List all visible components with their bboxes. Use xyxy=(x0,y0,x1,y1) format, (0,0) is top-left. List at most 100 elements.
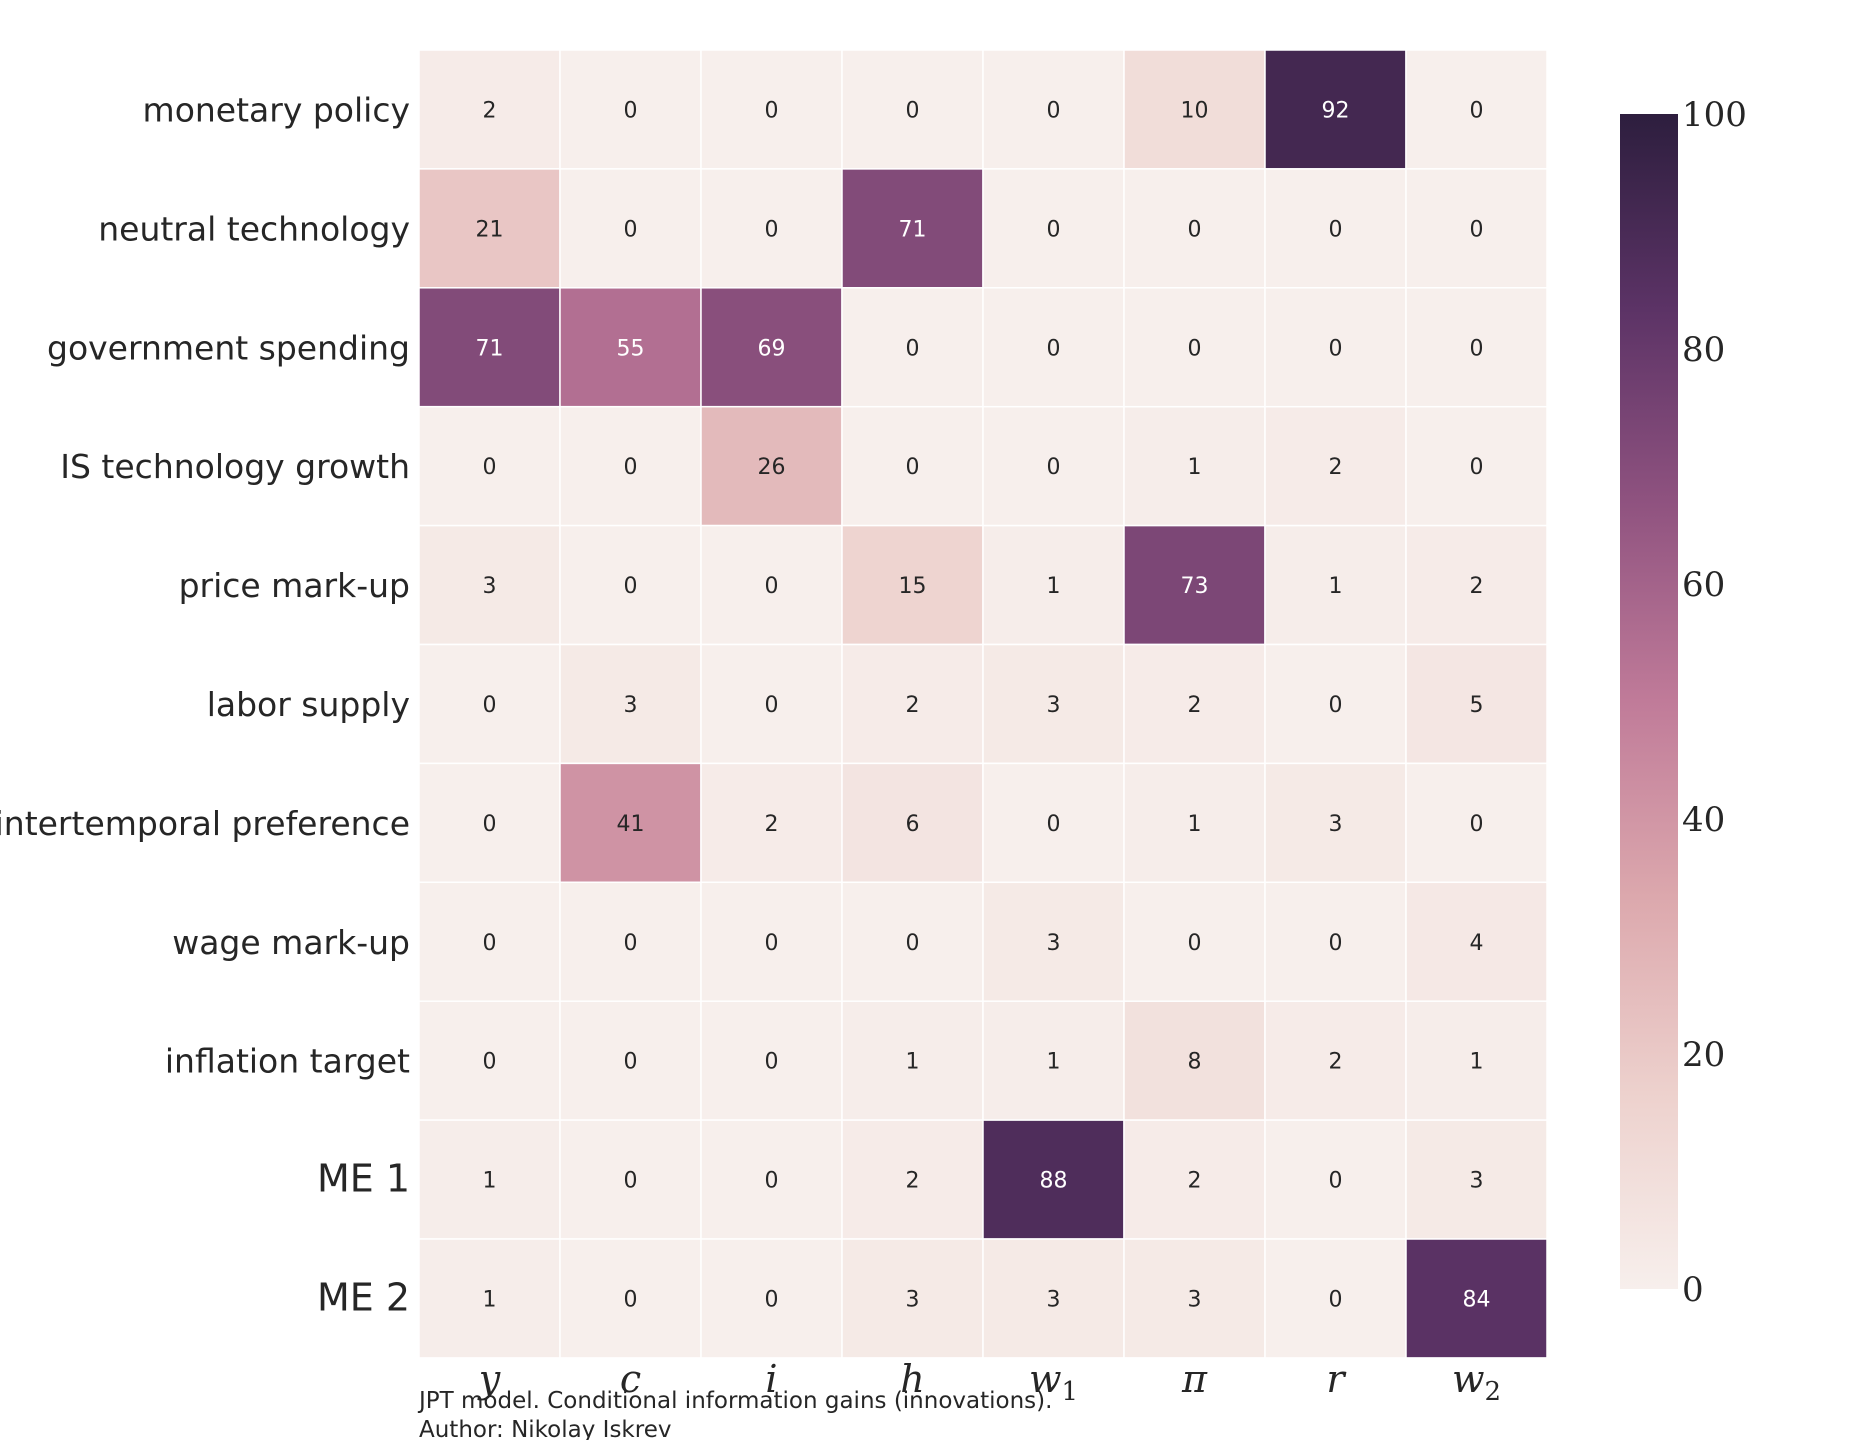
heatmap-cell xyxy=(1405,49,1548,170)
heatmap-cell xyxy=(559,1238,702,1359)
cell-value-label: 0 xyxy=(1188,336,1202,361)
cell-value-label: 3 xyxy=(1047,931,1061,956)
cell-value-label: 88 xyxy=(1040,1169,1068,1194)
cell-value-label: 3 xyxy=(483,574,497,599)
cell-value-label: 0 xyxy=(483,931,497,956)
cell-value-label: 0 xyxy=(1188,931,1202,956)
cell-value-label: 0 xyxy=(624,455,638,480)
cell-value-label: 92 xyxy=(1322,98,1350,123)
cell-value-label: 71 xyxy=(899,217,927,242)
row-label: intertemporal preference xyxy=(0,804,410,843)
cell-value-label: 21 xyxy=(476,217,504,242)
column-labels: y c i h w1 π r w2 xyxy=(477,1357,1501,1407)
cell-value-label: 1 xyxy=(483,1287,497,1312)
heatmap-cell xyxy=(982,287,1125,408)
heatmap-cell xyxy=(418,881,561,1002)
cell-value-label: 3 xyxy=(1188,1287,1202,1312)
heatmap-cell xyxy=(1405,1119,1548,1240)
cell-value-label: 1 xyxy=(483,1169,497,1194)
colorbar-tick-label: 40 xyxy=(1682,800,1725,840)
cell-value-label: 2 xyxy=(1188,1169,1202,1194)
heatmap-cell xyxy=(418,405,561,527)
cell-value-label: 0 xyxy=(1329,931,1343,956)
heatmap-cell xyxy=(1405,524,1548,646)
cell-value-label: 0 xyxy=(1329,336,1343,361)
cell-value-label: 3 xyxy=(1047,1287,1061,1312)
heatmap-cell xyxy=(559,49,702,170)
cell-value-label: 0 xyxy=(1470,812,1484,837)
heatmap-cell xyxy=(982,524,1125,646)
heatmap-cell xyxy=(559,168,702,289)
cell-value-label: 0 xyxy=(765,98,779,123)
cell-value-label: 5 xyxy=(1470,693,1484,718)
cell-value-label: 2 xyxy=(1470,574,1484,599)
cell-value-label: 2 xyxy=(906,1169,920,1194)
colorbar-ticks: 0 20 40 60 80 100 xyxy=(1682,95,1747,1310)
heatmap-cell xyxy=(1264,287,1407,408)
heatmap-cell xyxy=(700,287,843,408)
cell-value-label: 3 xyxy=(624,693,638,718)
cell-value-label: 3 xyxy=(906,1287,920,1312)
cell-value-label: 0 xyxy=(1329,1287,1343,1312)
cell-value-label: 0 xyxy=(624,217,638,242)
cell-value-label: 0 xyxy=(1329,1169,1343,1194)
colorbar-tick-label: 80 xyxy=(1682,330,1725,370)
heatmap-cell xyxy=(559,287,702,408)
heatmap-cell xyxy=(1264,168,1407,289)
column-label: c xyxy=(620,1357,641,1401)
heatmap-cell xyxy=(1405,1238,1548,1359)
heatmap-cell xyxy=(418,762,561,884)
heatmap-cell xyxy=(1123,1000,1266,1121)
heatmap-cell xyxy=(1405,762,1548,884)
cell-value-label: 2 xyxy=(765,812,779,837)
cell-value-label: 0 xyxy=(1047,812,1061,837)
cell-value-label: 0 xyxy=(1047,98,1061,123)
cell-value-label: 0 xyxy=(906,336,920,361)
cell-value-label: 0 xyxy=(1188,217,1202,242)
heatmap-cell xyxy=(982,168,1125,289)
cell-value-label: 0 xyxy=(765,574,779,599)
cell-value-label: 0 xyxy=(1470,455,1484,480)
cell-value-label: 2 xyxy=(483,98,497,123)
heatmap-cell xyxy=(982,762,1125,884)
row-label: price mark-up xyxy=(179,566,410,605)
heatmap-cell xyxy=(418,287,561,408)
cell-value-label: 0 xyxy=(624,1050,638,1075)
heatmap-cell xyxy=(1123,643,1266,765)
cell-value-label: 15 xyxy=(899,574,927,599)
row-label: government spending xyxy=(47,328,410,367)
heatmap-cell xyxy=(841,405,984,527)
cell-value-label: 0 xyxy=(1329,693,1343,718)
heatmap-cell xyxy=(982,405,1125,527)
cell-value-label: 1 xyxy=(1188,455,1202,480)
cell-value-label: 41 xyxy=(617,812,645,837)
heatmap-cell xyxy=(700,1238,843,1359)
colorbar-tick-label: 20 xyxy=(1682,1035,1725,1075)
column-label: w1 xyxy=(1029,1357,1078,1407)
cell-value-label: 8 xyxy=(1188,1050,1202,1075)
cell-value-label: 69 xyxy=(758,336,786,361)
column-label: y xyxy=(477,1357,501,1401)
cell-value-label: 10 xyxy=(1181,98,1209,123)
row-labels: monetary policy neutral technology governm… xyxy=(0,90,410,1319)
cell-value-label: 0 xyxy=(765,1287,779,1312)
cell-value-label: 1 xyxy=(1188,812,1202,837)
heatmap-cell xyxy=(418,49,561,170)
heatmap-cell xyxy=(700,524,843,646)
heatmap-cell xyxy=(559,1119,702,1240)
heatmap-cell xyxy=(1123,168,1266,289)
heatmap-cell xyxy=(1123,49,1266,170)
cell-value-label: 0 xyxy=(624,1287,638,1312)
colorbar-gradient xyxy=(1620,114,1678,1289)
cell-value-label: 55 xyxy=(617,336,645,361)
heatmap-cell xyxy=(841,524,984,646)
cell-value-label: 0 xyxy=(906,931,920,956)
heatmap-cell xyxy=(841,287,984,408)
caption-line-2: Author: Nikolay Iskrev xyxy=(419,1417,671,1440)
cell-value-label: 0 xyxy=(765,217,779,242)
cell-value-label: 0 xyxy=(765,693,779,718)
heatmap-cell xyxy=(1405,643,1548,765)
cell-value-label: 1 xyxy=(906,1050,920,1075)
heatmap-cell xyxy=(1405,1000,1548,1121)
heatmap-cell xyxy=(1123,762,1266,884)
